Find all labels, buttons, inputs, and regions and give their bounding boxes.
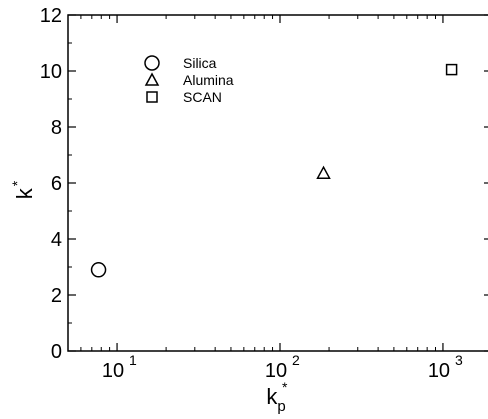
- y-tick-label: 0: [51, 341, 62, 363]
- y-tick-label: 12: [40, 5, 62, 27]
- data-point-silica: [90, 262, 107, 278]
- legend-label-silica: Silica: [183, 55, 217, 71]
- y-tick-label: 10: [40, 61, 62, 83]
- y-tick-label: 6: [51, 173, 62, 195]
- y-axis-label-sup: *: [9, 180, 25, 186]
- x-tick-label: 10: [428, 360, 450, 382]
- legend-label-scan: SCAN: [183, 89, 222, 105]
- legend-marker-scan: [146, 91, 158, 103]
- x-tick-label-exponent: 3: [455, 352, 463, 368]
- y-tick-label: 4: [51, 229, 62, 251]
- y-axis: 0 2 4 6 8 10 12: [40, 5, 488, 363]
- x-tick-label-exponent: 1: [129, 352, 137, 368]
- legend-label-alumina: Alumina: [183, 72, 234, 88]
- x-axis-label-sup: *: [282, 379, 288, 395]
- plot-frame: [67, 14, 488, 352]
- y-tick-label: 2: [51, 285, 62, 307]
- legend-marker-alumina: [144, 72, 160, 86]
- y-axis-label-base: k: [12, 187, 37, 199]
- x-axis-label-sub: p: [277, 398, 285, 415]
- x-axis: 10 1 10 2 10 3: [67, 15, 463, 382]
- data-points: [90, 63, 458, 278]
- x-axis-label: kp: [266, 384, 285, 415]
- x-tick-label: 10: [102, 360, 124, 382]
- data-point-alumina: [316, 165, 331, 179]
- x-tick-label-exponent: 2: [292, 352, 300, 368]
- plot-border: [67, 14, 488, 352]
- x-axis-label-base: k: [266, 384, 278, 409]
- y-tick-label: 8: [51, 117, 62, 139]
- legend-marker-silica: [144, 55, 160, 71]
- data-point-scan: [445, 63, 458, 76]
- x-tick-label: 10: [265, 360, 287, 382]
- y-axis-label: k*: [9, 180, 37, 199]
